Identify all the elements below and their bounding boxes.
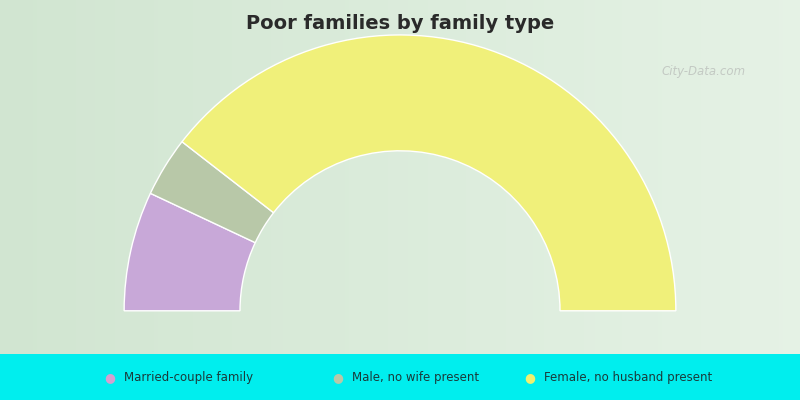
Text: City-Data.com: City-Data.com [662, 66, 746, 78]
Text: Married-couple family: Married-couple family [124, 371, 253, 384]
Text: Female, no husband present: Female, no husband present [544, 371, 712, 384]
Text: ●: ● [104, 371, 115, 384]
Wedge shape [150, 142, 274, 243]
Text: ●: ● [524, 371, 535, 384]
Text: Male, no wife present: Male, no wife present [352, 371, 479, 384]
Wedge shape [182, 35, 676, 311]
Text: Poor families by family type: Poor families by family type [246, 14, 554, 33]
Wedge shape [124, 193, 255, 311]
Text: ●: ● [332, 371, 343, 384]
